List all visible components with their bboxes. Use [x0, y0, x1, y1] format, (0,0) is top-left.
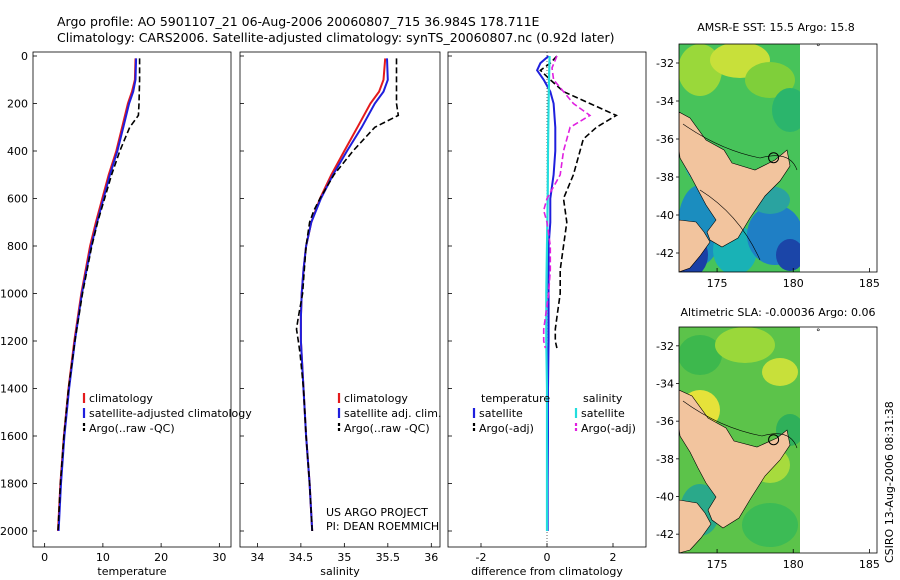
x-tick-label: 30: [212, 551, 226, 564]
pi-credit: PI: DEAN ROEMMICH: [326, 520, 439, 533]
sla-map-title: Altimetric SLA: -0.00036 Argo: 0.06: [681, 306, 876, 319]
legend-label: climatology: [344, 392, 408, 405]
map-y-tick-label: -42: [656, 247, 674, 260]
sst-field: [679, 44, 800, 272]
map-x-tick-label: 185: [859, 558, 880, 571]
y-tick-label: 1200: [0, 335, 28, 348]
map-y-tick-label: -34: [656, 95, 674, 108]
x-axis-label: difference from climatology: [471, 565, 623, 578]
y-tick-label: 1800: [0, 478, 28, 491]
legend-label: satellite-adjusted climatology: [89, 407, 252, 420]
legend-label: satellite adj. clim.: [344, 407, 441, 420]
map-x-tick-label: 180: [783, 277, 804, 290]
sla-map-panel: Altimetric SLA: -0.00036 Argo: 0.06 ° 17…: [656, 306, 880, 571]
x-tick-label: 2: [610, 551, 617, 564]
legend-group-title: salinity: [583, 392, 623, 405]
x-tick-label: 34: [250, 551, 264, 564]
legend-label: climatology: [89, 392, 153, 405]
y-tick-label: 2000: [0, 525, 28, 538]
timestamp-credit: CSIRO 13-Aug-2006 08:31:38: [883, 401, 896, 563]
sst-small-marker: °: [816, 43, 821, 53]
x-tick-label: 0: [41, 551, 48, 564]
y-tick-label: 800: [7, 240, 28, 253]
map-y-tick-label: -40: [656, 491, 674, 504]
legend-group-title: temperature: [481, 392, 550, 405]
x-tick-label: 35.5: [376, 551, 401, 564]
map-y-tick-label: -38: [656, 171, 674, 184]
y-tick-label: 1400: [0, 383, 28, 396]
sst-map-title: AMSR-E SST: 15.5 Argo: 15.8: [697, 21, 855, 34]
map-x-tick-label: 185: [859, 277, 880, 290]
x-tick-label: 20: [154, 551, 168, 564]
y-tick-label: 1600: [0, 430, 28, 443]
legend-label: Argo(..raw -QC): [89, 422, 175, 435]
map-y-tick-label: -36: [656, 415, 674, 428]
x-tick-label: 34.5: [289, 551, 314, 564]
y-tick-label: 1000: [0, 288, 28, 301]
x-tick-label: 0: [544, 551, 551, 564]
map-x-tick-label: 180: [783, 558, 804, 571]
temperature-frame: [32, 51, 232, 548]
map-y-tick-label: -34: [656, 378, 674, 391]
sst-float-marker: [768, 152, 780, 164]
x-tick-label: 35: [337, 551, 351, 564]
map-y-tick-label: -38: [656, 453, 674, 466]
series-satellite-adj-clim-: [299, 58, 389, 532]
series-salinity-satellite: [545, 55, 551, 531]
legend-label: satellite: [581, 407, 625, 420]
x-tick-label: -2: [476, 551, 487, 564]
legend-label: Argo(..raw -QC): [344, 422, 430, 435]
salinity-frame: [239, 51, 441, 548]
x-tick-label: 10: [96, 551, 110, 564]
sla-float-marker: [768, 434, 780, 446]
series-argo-raw-qc-: [57, 58, 141, 532]
y-tick-label: 200: [7, 98, 28, 111]
y-tick-label: 600: [7, 193, 28, 206]
series-argo-raw-qc-: [295, 58, 400, 532]
map-y-tick-label: -32: [656, 340, 674, 353]
series-salinity-argo-adj-: [542, 55, 592, 349]
x-axis-label: salinity: [320, 565, 360, 578]
header-line-2: Climatology: CARS2006. Satellite-adjuste…: [57, 30, 614, 45]
project-credit: US ARGO PROJECT: [326, 506, 428, 519]
x-axis-label: temperature: [97, 565, 166, 578]
y-tick-label: 400: [7, 145, 28, 158]
map-x-tick-label: 175: [707, 277, 728, 290]
temperature-panel: 0 10 20 30 temperature 0 200 400 600 800 1000 1200 1…: [0, 50, 252, 578]
series-climatology: [57, 58, 137, 532]
series-temperature-argo-adj-: [539, 55, 619, 349]
map-y-tick-label: -32: [656, 57, 674, 70]
series-satellite-adjusted-climatology: [57, 58, 138, 532]
sst-map-panel: AMSR-E SST: 15.5 Argo: 15.8 ° 175 180: [656, 21, 880, 290]
map-y-tick-label: -42: [656, 528, 674, 541]
map-x-tick-label: 175: [707, 558, 728, 571]
legend-label: Argo(-adj): [581, 422, 636, 435]
map-y-tick-label: -36: [656, 133, 674, 146]
sla-field: [679, 327, 800, 553]
x-tick-label: 36: [424, 551, 438, 564]
sla-small-marker: °: [816, 328, 821, 338]
map-y-tick-label: -40: [656, 209, 674, 222]
legend-label: satellite: [479, 407, 523, 420]
y-tick-label: 0: [21, 50, 28, 63]
legend-label: Argo(-adj): [479, 422, 534, 435]
header-line-1: Argo profile: AO 5901107_21 06-Aug-2006 …: [57, 14, 540, 29]
salinity-panel: 34 34.5 35 35.5 36 salinity climatology satelli…: [239, 51, 441, 578]
